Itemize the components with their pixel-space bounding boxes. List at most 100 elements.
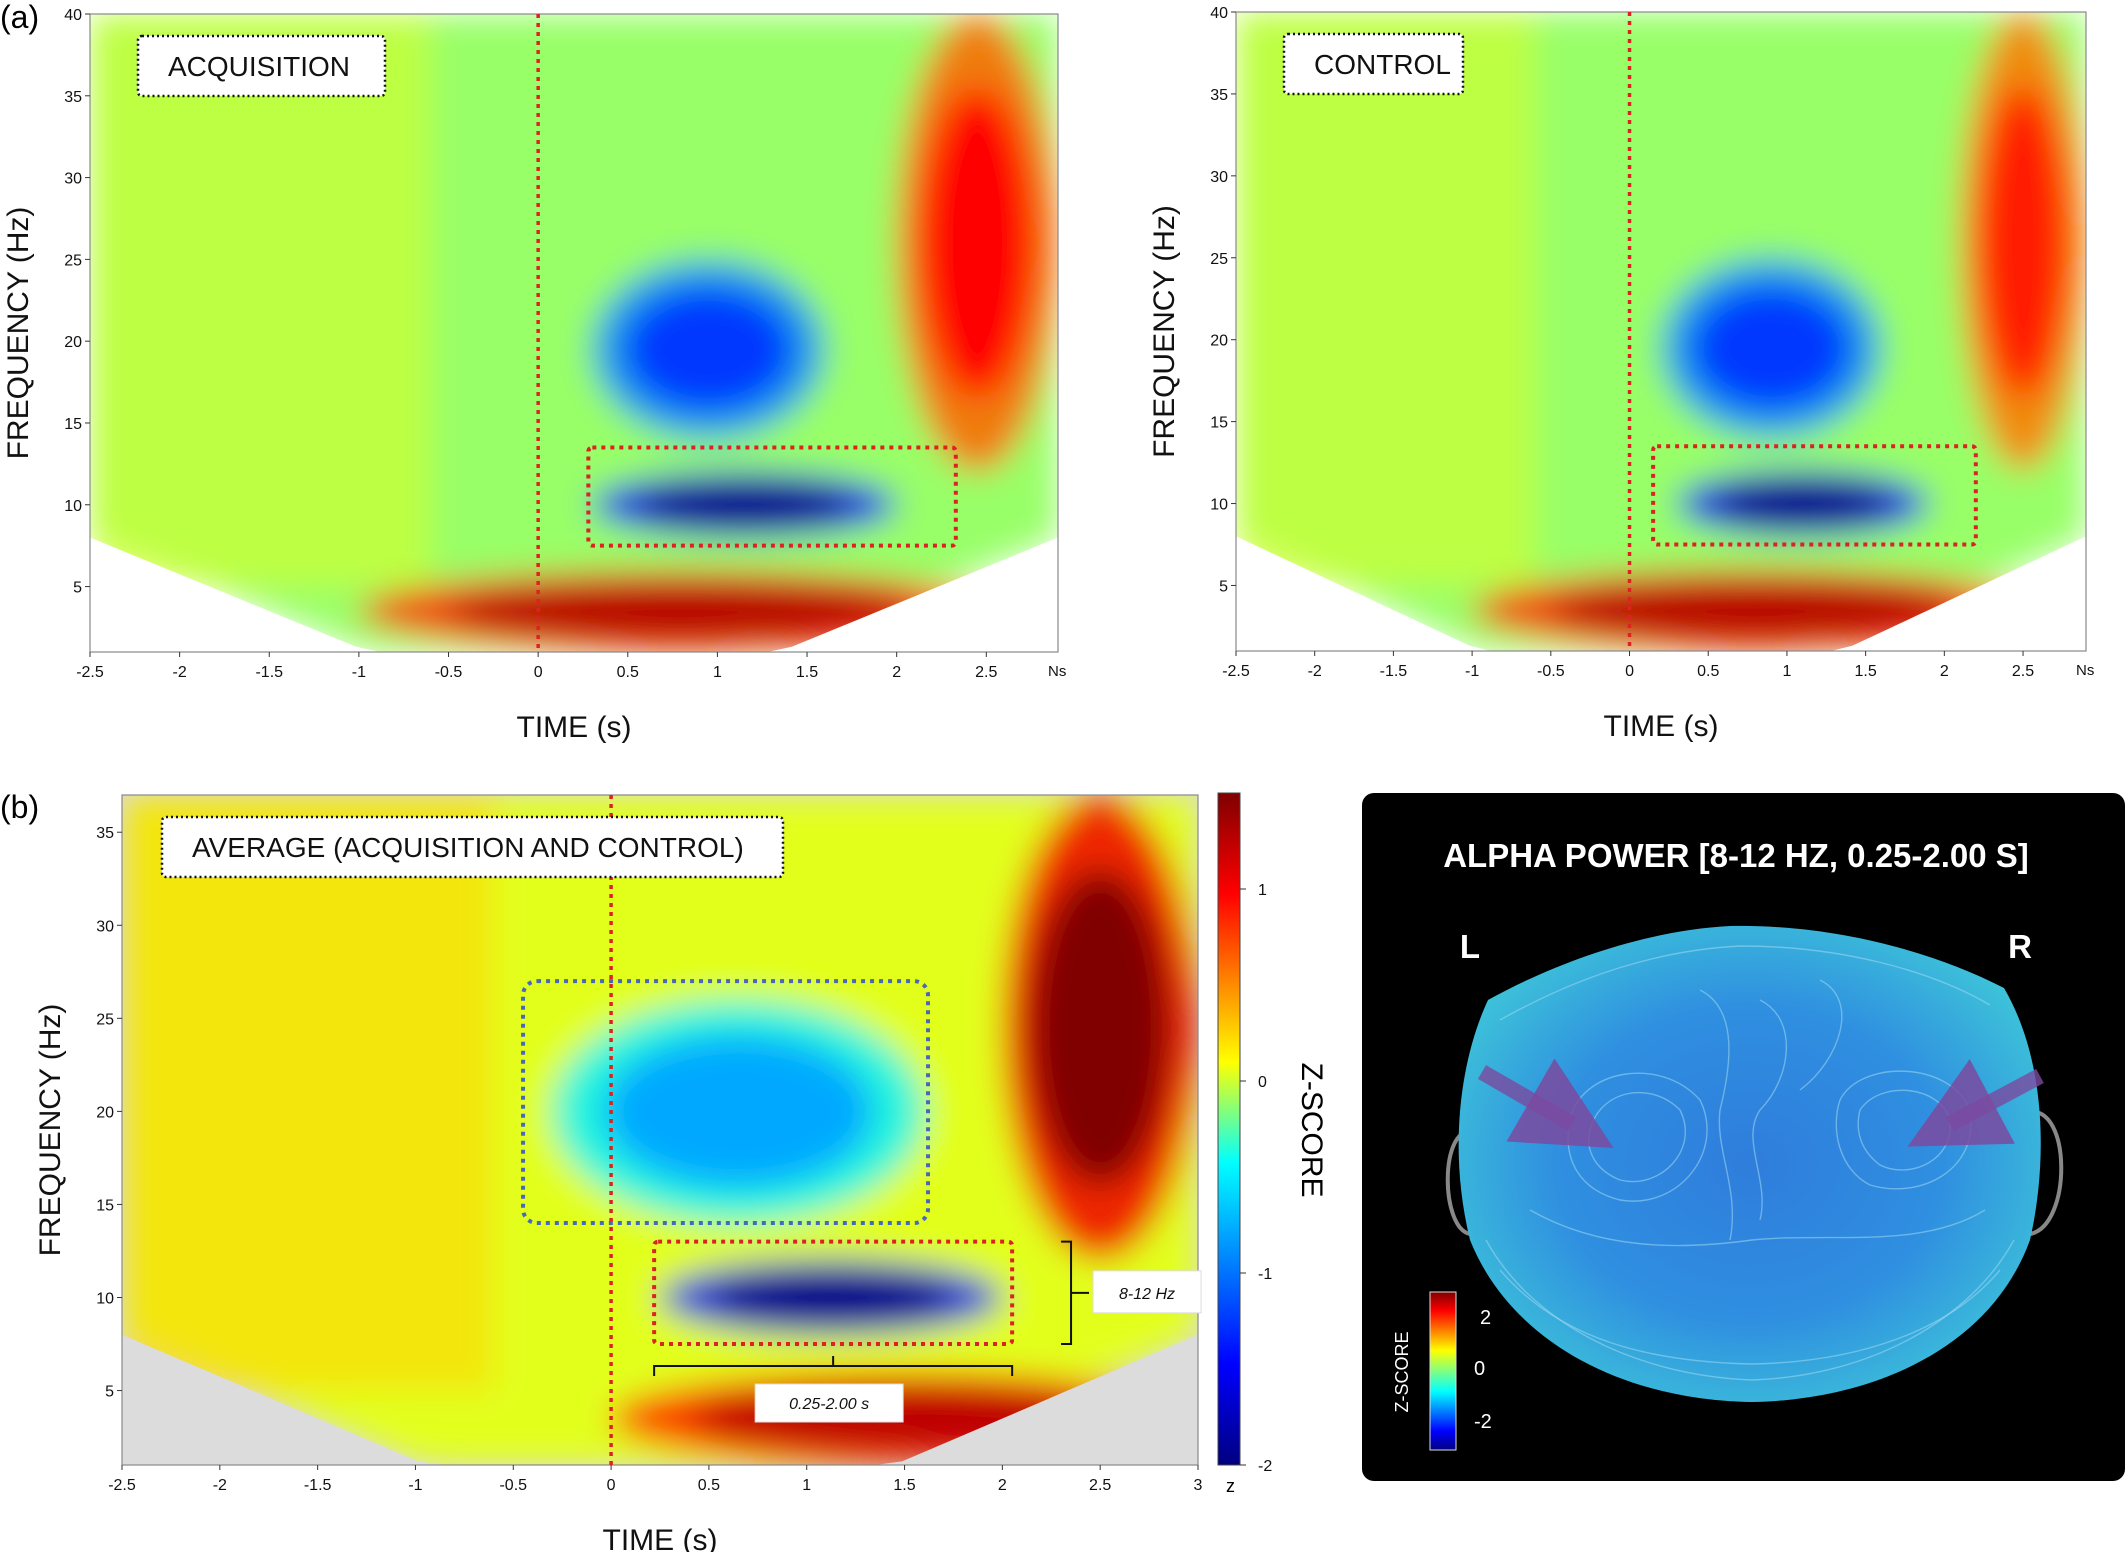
x-tick-label: 1.5 bbox=[1855, 663, 1877, 680]
x-tick-label: 1 bbox=[713, 664, 722, 681]
x-tick-label: 1.5 bbox=[893, 1477, 915, 1494]
condition-label-box bbox=[1282, 32, 1465, 96]
y-tick-label: 35 bbox=[1210, 87, 1228, 104]
time-bracket-label: 0.25-2.00 s bbox=[789, 1396, 869, 1413]
colorbar-label: Z-SCORE bbox=[1295, 1063, 1328, 1198]
x-tick-label: -2.5 bbox=[1222, 663, 1250, 680]
y-tick-label: 15 bbox=[64, 416, 82, 433]
spectrogram-1: CONTROL -2.5 -2 -1.5 -1 -0.5 0 0.5 1 1.5 2 2.5 40 35 3… bbox=[1148, 5, 2094, 743]
feature-core-0 bbox=[1712, 481, 1894, 526]
x-tick-label: 1 bbox=[802, 1477, 811, 1494]
prestim-field bbox=[90, 14, 431, 587]
left-arrow bbox=[1477, 1058, 1614, 1149]
y-axis-label: FREQUENCY (Hz) bbox=[2, 207, 35, 460]
plot-frame bbox=[1235, 11, 2087, 652]
y-tick-label: 20 bbox=[1210, 333, 1228, 350]
ns-mark: Ns bbox=[1048, 663, 1066, 680]
scalp-contours bbox=[1485, 945, 2015, 1381]
time-bracket bbox=[653, 1356, 1014, 1377]
y-tick-label: 25 bbox=[1210, 251, 1228, 268]
feature-core-2 bbox=[449, 583, 914, 639]
right-arrow bbox=[1907, 1059, 2044, 1147]
right-ear bbox=[2027, 1109, 2064, 1236]
colorbar-ticks: 1 0 -1 -2 bbox=[1240, 882, 1272, 1475]
feature-core-0 bbox=[634, 482, 855, 528]
x-tick-label: 2.5 bbox=[1089, 1477, 1111, 1494]
feature-core-2 bbox=[1551, 582, 1960, 638]
topo-cbar-tick-2: 2 bbox=[1480, 1307, 1491, 1329]
y-tick-label: 35 bbox=[96, 825, 114, 842]
y-tick-label: 25 bbox=[96, 1011, 114, 1028]
x-tick-label: -0.5 bbox=[1537, 663, 1565, 680]
feature-core-3 bbox=[919, 87, 1036, 399]
y-tick-label: 35 bbox=[64, 89, 82, 106]
x-tick-label: 3 bbox=[1194, 1477, 1203, 1494]
y-tick-label: 40 bbox=[64, 7, 82, 24]
y-axis-label: FREQUENCY (Hz) bbox=[1148, 205, 1181, 458]
x-tick-label: 0.5 bbox=[617, 664, 639, 681]
x-axis-label: TIME (s) bbox=[603, 1524, 718, 1552]
condition-label-box bbox=[136, 34, 387, 98]
topo-right-label: R bbox=[2008, 928, 2032, 965]
topo-title: ALPHA POWER [8-12 HZ, 0.25-2.00 S] bbox=[1443, 837, 2029, 874]
y-tick-label: 10 bbox=[96, 1291, 114, 1308]
topo-left-label: L bbox=[1460, 928, 1480, 965]
y-tick-label: 5 bbox=[1219, 578, 1228, 595]
x-tick-label: -0.5 bbox=[435, 664, 463, 681]
y-tick-label: 15 bbox=[1210, 415, 1228, 432]
y-tick-label: 5 bbox=[73, 580, 82, 597]
x-tick-label: 2 bbox=[892, 664, 901, 681]
condition-label: ACQUISITION bbox=[168, 51, 350, 82]
spectrogram-group: ACQUISITION -2.5 -2 -1.5 -1 -0.5 0 0.5 1 1.5 2 2.5 4… bbox=[2, 5, 2094, 1552]
x-axis-label: TIME (s) bbox=[517, 711, 632, 744]
x-tick-label: -1 bbox=[408, 1477, 422, 1494]
x-tick-label: -2 bbox=[213, 1477, 227, 1494]
spectrogram-area-0 bbox=[90, 14, 1058, 652]
x-tick-label: 0 bbox=[1625, 663, 1634, 680]
feature-core-1 bbox=[1691, 286, 1851, 410]
colorbar-tick-label: 0 bbox=[1258, 1074, 1267, 1091]
colorbar-gradient bbox=[1217, 792, 1241, 1466]
condition-label: AVERAGE (ACQUISITION AND CONTROL) bbox=[192, 832, 744, 863]
x-tick-label: -2 bbox=[1308, 663, 1322, 680]
x-tick-label: 2.5 bbox=[975, 664, 997, 681]
prestim-field bbox=[1236, 12, 1536, 586]
time-bracket-box bbox=[754, 1383, 904, 1423]
x-tick-label: 1 bbox=[1782, 663, 1791, 680]
freq-bracket bbox=[1061, 1240, 1090, 1346]
colorbar-unit: z bbox=[1226, 1476, 1235, 1496]
alpha-roi-box bbox=[1651, 444, 1978, 547]
colorbar-tick-label: -1 bbox=[1258, 1266, 1272, 1283]
topo-panel: ALPHA POWER [8-12 HZ, 0.25-2.00 S] L R 2… bbox=[1362, 793, 2125, 1481]
scalp-map bbox=[1458, 925, 2041, 1402]
beta-roi-box bbox=[521, 979, 931, 1226]
y-tick-label: 30 bbox=[96, 918, 114, 935]
cone-of-influence-mask bbox=[90, 537, 1058, 652]
ns-mark: Ns bbox=[2076, 662, 2094, 679]
plot-frame bbox=[121, 794, 1199, 1466]
x-tick-label: -0.5 bbox=[499, 1477, 527, 1494]
panel-label-a: (a) bbox=[0, 0, 39, 35]
cone-of-influence-mask bbox=[1236, 536, 2086, 651]
x-tick-label: -2.5 bbox=[76, 664, 104, 681]
spectrogram-area-1 bbox=[1236, 12, 2086, 651]
y-tick-label: 10 bbox=[64, 498, 82, 515]
freq-bracket-label: 8-12 Hz bbox=[1119, 1286, 1175, 1303]
y-tick-label: 30 bbox=[1210, 169, 1228, 186]
y-axis-label: FREQUENCY (Hz) bbox=[34, 1004, 67, 1257]
colorbar-tick-label: 1 bbox=[1258, 882, 1267, 899]
freq-bracket-box bbox=[1092, 1270, 1202, 1314]
topo-cbar-tick-neg2: -2 bbox=[1474, 1411, 1492, 1433]
y-tick-label: 15 bbox=[96, 1197, 114, 1214]
x-tick-label: 0 bbox=[534, 664, 543, 681]
x-tick-label: 2 bbox=[1940, 663, 1949, 680]
colorbar: 1 0 -1 -2 z Z-SCORE bbox=[1217, 792, 1328, 1496]
x-tick-label: -2 bbox=[173, 664, 187, 681]
feature-core-3 bbox=[1977, 85, 2069, 398]
x-tick-label: 2.5 bbox=[2012, 663, 2034, 680]
x-tick-label: 1.5 bbox=[796, 664, 818, 681]
colorbar-tick-label: -2 bbox=[1258, 1458, 1272, 1475]
topo-colorbar bbox=[1429, 1291, 1457, 1451]
x-tick-label: -1.5 bbox=[304, 1477, 332, 1494]
